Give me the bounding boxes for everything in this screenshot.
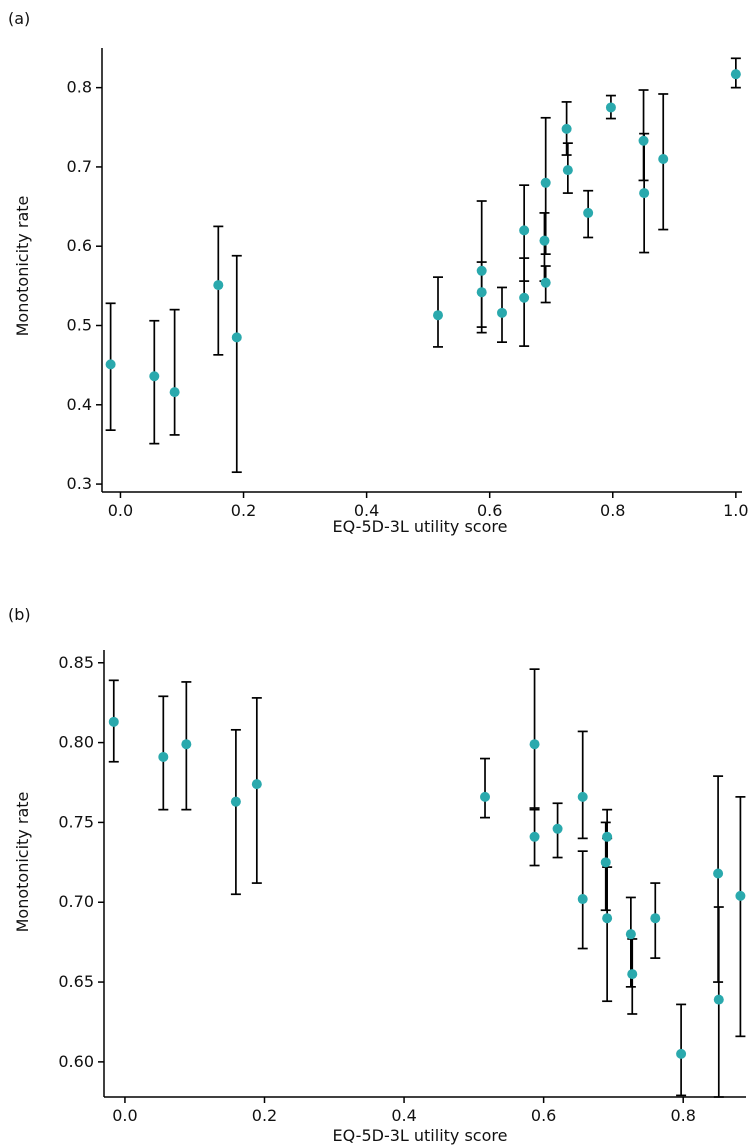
data-point [658,154,669,164]
x-tick-label: 0.6 [531,1106,556,1125]
x-tick-label: 0.8 [670,1106,695,1125]
data-point [539,235,550,246]
data-point [639,188,650,199]
data-point [605,102,616,113]
data-point [552,823,563,834]
data-point [497,307,507,318]
x-tick-label: 0.4 [354,501,379,520]
panel-a-label: (a) [8,9,30,28]
panel-b: (b) Monotonicity rate EQ-5D-3L utility s… [8,605,746,1145]
panel-b-marks [108,668,746,1098]
data-point [480,791,491,802]
data-point [627,969,638,980]
data-point [213,280,224,291]
panel-a-x-axis-title: EQ-5D-3L utility score [333,517,508,536]
y-tick-label: 0.5 [67,316,92,335]
x-tick-label: 0.4 [391,1106,416,1125]
data-point [600,857,611,868]
data-point [230,796,241,807]
data-point [251,779,262,790]
data-point [625,929,636,940]
data-point [231,332,242,343]
data-point [540,177,551,188]
data-point [730,69,741,80]
y-tick-label: 0.6 [67,236,92,255]
panel-b-y-axis-title: Monotonicity rate [13,792,32,933]
data-point [650,913,661,924]
panel-a-marks [105,57,741,474]
data-point [676,1048,687,1059]
panel-a-y-ticks: 0.3 0.4 0.5 0.6 0.7 0.8 [67,78,102,493]
x-tick-label: 0.8 [600,501,625,520]
y-tick-label: 0.75 [58,812,94,831]
data-point [562,165,573,176]
data-point [602,913,613,924]
data-point [476,287,487,298]
data-point [519,292,530,303]
y-tick-label: 0.4 [67,395,92,414]
data-point [169,387,180,398]
data-point [519,225,530,236]
panel-b-x-axis-title: EQ-5D-3L utility score [333,1126,508,1145]
data-point [577,791,588,802]
x-tick-label: 0.0 [112,1106,137,1125]
data-point [433,310,443,321]
panel-b-label: (b) [8,605,31,624]
data-point [638,135,649,146]
panel-b-x-ticks: 0.0 0.2 0.4 0.6 0.8 [112,1097,696,1125]
y-tick-label: 0.60 [58,1052,94,1071]
data-point [476,265,487,276]
panel-a: (a) Monotonicity rate EQ-5D-3L utility s… [8,9,749,536]
data-point [181,739,192,750]
x-tick-label: 0.2 [252,1106,277,1125]
data-point [540,277,551,288]
x-tick-label: 0.2 [231,501,256,520]
data-point [158,751,169,762]
panel-a-y-axis-title: Monotonicity rate [13,196,32,337]
data-point [108,716,119,727]
x-tick-label: 0.0 [108,501,133,520]
y-tick-label: 0.80 [58,733,94,752]
y-tick-label: 0.65 [58,972,94,991]
data-point [713,994,724,1005]
y-tick-label: 0.3 [67,474,92,493]
panel-b-y-ticks: 0.60 0.65 0.70 0.75 0.80 0.85 [58,653,104,1071]
data-point [602,831,613,842]
y-tick-label: 0.85 [58,653,94,672]
data-point [149,371,160,382]
data-point [529,831,540,842]
data-point [577,894,588,905]
panel-a-x-ticks: 0.0 0.2 0.4 0.6 0.8 1.0 [108,492,749,520]
y-tick-label: 0.8 [67,78,92,97]
x-tick-label: 0.6 [477,501,502,520]
data-point [583,207,594,218]
data-point [105,359,116,370]
y-tick-label: 0.70 [58,892,94,911]
data-point [713,868,724,879]
x-tick-label: 1.0 [723,501,748,520]
data-point [529,739,540,750]
data-point [561,123,572,134]
y-tick-label: 0.7 [67,157,92,176]
data-point [735,890,746,901]
